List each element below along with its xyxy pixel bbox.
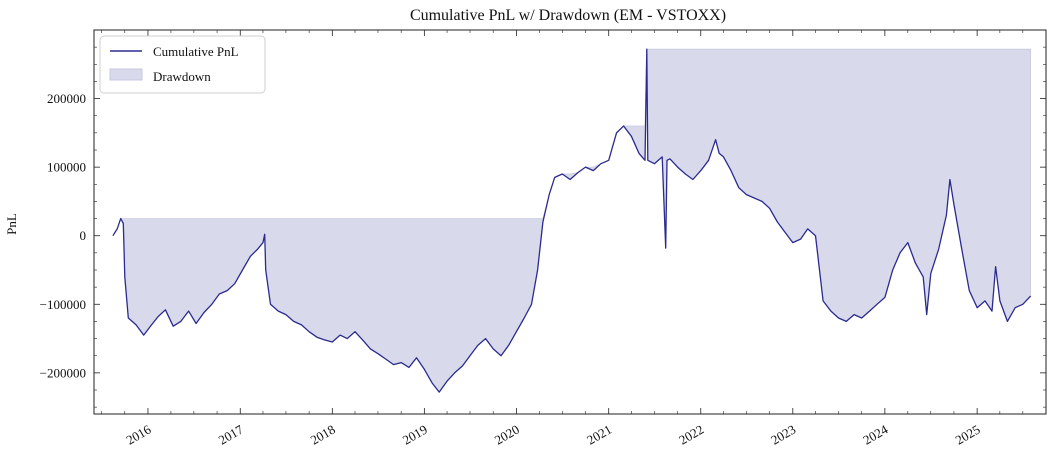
y-tick-label: −200000 bbox=[40, 365, 86, 380]
plot-frame bbox=[93, 29, 1047, 415]
legend-label-drawdown: Drawdown bbox=[153, 69, 211, 84]
x-tick-label: 2020 bbox=[492, 422, 522, 448]
drawdown-area bbox=[112, 48, 1031, 393]
x-tick-label: 2023 bbox=[768, 422, 798, 448]
x-tick-label: 2022 bbox=[676, 422, 706, 448]
x-tick-label: 2017 bbox=[216, 421, 246, 447]
y-tick-label: −100000 bbox=[40, 297, 86, 312]
x-tick-label: 2021 bbox=[584, 422, 614, 448]
legend-label-cumulative-pnl: Cumulative PnL bbox=[153, 44, 239, 59]
legend: Cumulative PnL Drawdown bbox=[99, 35, 266, 94]
y-tick-label: 200000 bbox=[47, 91, 86, 106]
x-tick-label: 2018 bbox=[308, 422, 338, 448]
x-tick-label: 2019 bbox=[400, 422, 430, 448]
y-tick-label: 100000 bbox=[47, 160, 86, 175]
x-tick-label: 2016 bbox=[123, 421, 153, 447]
x-tick-label: 2025 bbox=[953, 422, 983, 448]
chart-title: Cumulative PnL w/ Drawdown (EM - VSTOXX) bbox=[410, 7, 726, 24]
y-axis-label: PnL bbox=[4, 213, 19, 235]
y-tick-label: 0 bbox=[80, 228, 87, 243]
legend-fill-swatch bbox=[109, 68, 143, 81]
cumulative-pnl-line bbox=[112, 48, 1032, 393]
x-tick-label: 2024 bbox=[860, 421, 890, 447]
